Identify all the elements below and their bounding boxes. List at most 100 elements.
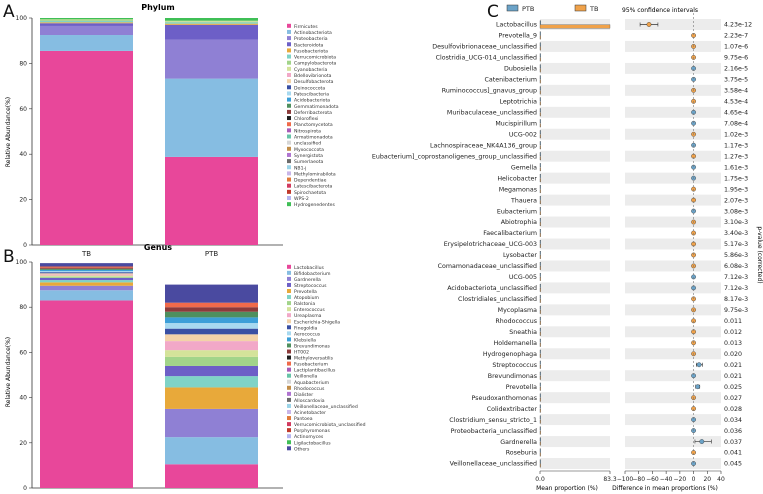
- p-value-label: 3.75e-5: [724, 77, 748, 84]
- legend-label: Rhodococcus: [294, 386, 325, 392]
- tb-mean-bar: [539, 112, 541, 117]
- p-value-label: 1.02e-3: [724, 131, 748, 138]
- row-stripe-right: [625, 62, 721, 74]
- row-stripe-left: [540, 40, 610, 52]
- bar-segment-bacteroidota: [165, 24, 258, 40]
- legend-label: Methyloversatilis: [294, 356, 334, 362]
- ptb-mean-bar: [539, 404, 541, 409]
- x-tick-label: TB: [81, 250, 91, 258]
- legend-label: HT002: [294, 350, 309, 356]
- tb-mean-bar: [539, 145, 541, 150]
- y-tick-label: 80: [19, 304, 27, 311]
- row-stripe-right: [625, 370, 721, 382]
- p-value-label: 0.028: [724, 406, 742, 413]
- ptb-mean-bar: [539, 448, 541, 453]
- row-stripe-right: [625, 392, 721, 404]
- ptb-mean-bar: [539, 426, 541, 431]
- p-value-label: 0.027: [724, 395, 742, 402]
- p-value-label: 9.75e-6: [724, 55, 748, 62]
- legend-label: Streptococcus: [294, 283, 327, 289]
- legend-swatch: [287, 295, 291, 300]
- legend-swatch: [287, 446, 291, 451]
- row-stripe-left: [540, 150, 610, 162]
- bar-segment-fusobacteriota: [165, 23, 258, 25]
- y-tick-label: 0: [23, 242, 27, 249]
- genus-label: Mucispirillum: [495, 120, 537, 127]
- legend-swatch: [287, 289, 291, 293]
- legend-label: Veillonellaceae_unclassified: [294, 404, 358, 410]
- tb-mean-bar: [539, 200, 541, 205]
- legend-label: Campylobacterota: [294, 61, 337, 67]
- legend-swatch: [287, 379, 291, 384]
- tb-mean-bar: [539, 211, 541, 216]
- bar-segment-ht002: [40, 267, 133, 269]
- y-tick-label: 60: [19, 349, 27, 356]
- legend-label: Fusobacteriota: [294, 48, 328, 54]
- ptb-mean-bar: [539, 97, 541, 102]
- ptb-mean-bar: [539, 261, 541, 266]
- ptb-mean-bar: [539, 218, 541, 222]
- legend-swatch: [287, 152, 291, 157]
- bar-segment-escherichia-shigella: [165, 334, 258, 342]
- bar-segment-prevotella: [40, 282, 133, 286]
- legend-swatch: [287, 85, 291, 90]
- bar-segment-lactobacillus: [165, 464, 258, 488]
- ptb-mean-bar: [539, 207, 541, 211]
- legend-label: Verrucomicrobiota_unclassified: [294, 422, 366, 428]
- genus-label: Rhodococcus: [495, 318, 537, 325]
- row-stripe-left: [540, 326, 610, 338]
- legend-swatch: [287, 146, 291, 151]
- genus-label: Gardnerella: [500, 439, 537, 446]
- legend-swatch: [287, 73, 291, 77]
- genus-label: Lachnospiraceae_NK4A136_group: [430, 142, 537, 149]
- genus-label: Gemella: [511, 164, 537, 171]
- ptb-mean-bar: [539, 251, 541, 255]
- legend-swatch: [287, 367, 291, 372]
- legend-label: Acidobacteriota: [294, 98, 330, 104]
- legend-swatch: [287, 270, 291, 275]
- genus-label: Clostridiales_unclassified: [458, 296, 537, 303]
- ptb-mean-bar: [539, 86, 541, 91]
- tb-mean-bar: [539, 408, 541, 413]
- row-stripe-right: [625, 128, 721, 140]
- legend-label: Brevundimonas: [294, 343, 331, 349]
- p-value-label: 2.16e-5: [724, 66, 748, 73]
- legend-swatch: [287, 36, 291, 41]
- bar-segment-firmicutes: [165, 156, 258, 245]
- row-stripe-right: [625, 106, 721, 118]
- p-value-label: 1.17e-3: [724, 142, 748, 149]
- row-stripe-left: [540, 128, 610, 140]
- p-value-label: 0.036: [724, 428, 742, 435]
- legend-label: Firmicutes: [294, 24, 318, 30]
- genus-label: Pseudoxanthomonas: [472, 395, 538, 402]
- bar-segment-actinobacteriota: [165, 78, 258, 157]
- tb-mean-bar: [539, 35, 541, 40]
- ptb-mean-bar: [539, 130, 541, 135]
- y-tick-label: 100: [16, 259, 28, 266]
- genus-label: Sneathia: [509, 329, 537, 336]
- panel-label-a: A: [3, 2, 15, 22]
- legend-swatch: [287, 103, 291, 108]
- p-value-label: 0.021: [724, 373, 742, 380]
- legend-swatch: [287, 66, 291, 71]
- legend-swatch: [287, 307, 291, 312]
- x-tick-label: PTB: [205, 250, 218, 258]
- bar-segment-atopobium: [165, 376, 258, 388]
- ptb-mean-bar: [539, 152, 541, 157]
- row-stripe-left: [540, 282, 610, 294]
- difference-point: [695, 384, 701, 390]
- legend-label: Lactobacillus: [294, 265, 325, 271]
- tb-mean-bar: [539, 364, 541, 369]
- row-stripe-right: [625, 348, 721, 360]
- legend-label: NB1-j: [294, 165, 306, 171]
- legend-label: Ureaplasma: [294, 313, 322, 319]
- legend-label-ptb: PTB: [522, 5, 534, 13]
- bar-segment-ralstonia: [165, 356, 258, 366]
- ptb-mean-bar: [539, 75, 541, 80]
- legend-swatch: [287, 42, 291, 47]
- genus-label: Hydrogenophaga: [483, 351, 537, 358]
- legend-label: Pantoea: [294, 416, 313, 422]
- legend-label: Planctomycetota: [294, 122, 333, 128]
- phylum-chart: Phylum Relative Abundance(%) 0 20 40 60 80 10…: [5, 3, 339, 258]
- legend-swatch: [287, 391, 291, 396]
